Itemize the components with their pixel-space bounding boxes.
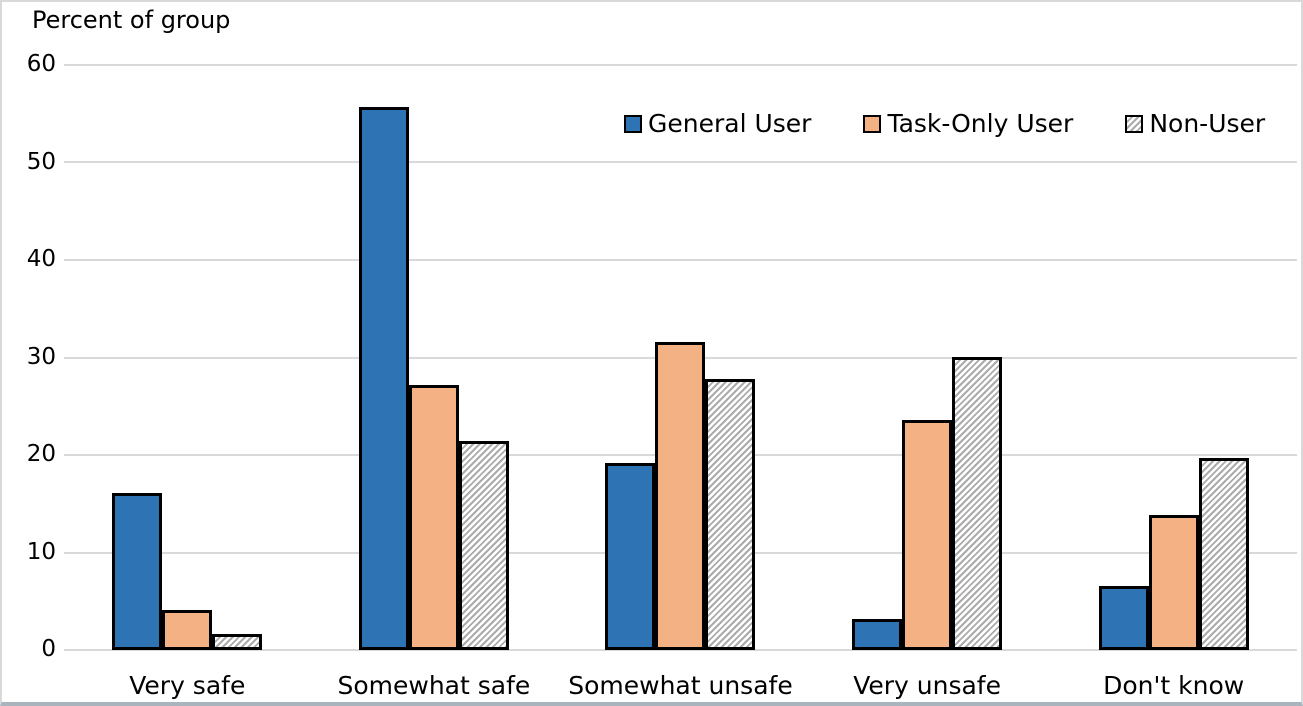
bar-task-only-user-somewhat-unsafe [655, 341, 706, 650]
bar-task-only-user-don-t-know [1148, 515, 1199, 650]
y-axis-title: Percent of group [32, 6, 231, 34]
y-tick-label-60: 60 [26, 51, 56, 78]
legend-swatch-general-user [624, 114, 642, 133]
x-label-don-t-know: Don't know [1103, 671, 1245, 700]
y-tick-label-30: 30 [26, 343, 56, 370]
y-tick-label-20: 20 [26, 441, 56, 468]
bar-group-somewhat-unsafe [557, 65, 804, 650]
gridline-40 [64, 258, 1297, 261]
x-label-very-unsafe: Very unsafe [853, 671, 1001, 700]
bar-group-very-unsafe [804, 65, 1051, 650]
x-label-somewhat-safe: Somewhat safe [337, 671, 531, 700]
bar-group-don-t-know [1050, 65, 1297, 650]
y-tick-label-10: 10 [26, 538, 56, 565]
legend-label-non-user: Non-User [1149, 109, 1266, 138]
gridline-0 [64, 649, 1297, 651]
legend-item-non-user: Non-User [1125, 109, 1265, 138]
y-tick-label-50: 50 [26, 148, 56, 175]
bar-groups [64, 65, 1297, 650]
legend-item-task-only-user: Task-Only User [863, 109, 1073, 138]
legend: General User Task-Only User Non-User [624, 109, 1265, 138]
bar-non-user-don-t-know [1198, 457, 1249, 650]
gridline-60 [64, 64, 1297, 66]
bar-group-very-safe [64, 65, 311, 650]
y-axis-ticks: 0 10 20 30 40 50 60 [10, 53, 56, 661]
bar-non-user-somewhat-safe [458, 441, 509, 650]
y-tick-label-40: 40 [26, 246, 56, 273]
bar-task-only-user-somewhat-safe [408, 384, 459, 650]
legend-item-general-user: General User [624, 109, 811, 138]
bar-general-user-somewhat-unsafe [605, 462, 656, 650]
plot-area [64, 64, 1297, 651]
bar-general-user-don-t-know [1098, 585, 1149, 650]
x-axis-labels: Very safe Somewhat safe Somewhat unsafe Ver… [64, 670, 1297, 702]
legend-label-task-only-user: Task-Only User [887, 109, 1074, 138]
gridline-50 [64, 161, 1297, 164]
x-label-very-safe: Very safe [129, 671, 246, 700]
legend-swatch-non-user [1125, 114, 1144, 133]
y-tick-label-0: 0 [41, 636, 56, 663]
bar-general-user-very-unsafe [852, 618, 903, 650]
legend-swatch-task-only-user [863, 114, 882, 133]
bar-general-user-somewhat-safe [358, 106, 409, 650]
bar-non-user-very-unsafe [952, 357, 1003, 650]
legend-label-general-user: General User [648, 109, 812, 138]
x-label-somewhat-unsafe: Somewhat unsafe [568, 671, 793, 700]
bar-non-user-somewhat-unsafe [705, 378, 756, 650]
bar-task-only-user-very-safe [162, 609, 213, 650]
bar-group-somewhat-safe [311, 65, 558, 650]
bar-task-only-user-very-unsafe [902, 419, 953, 650]
bar-general-user-very-safe [112, 492, 163, 650]
bar-non-user-very-safe [212, 634, 263, 650]
